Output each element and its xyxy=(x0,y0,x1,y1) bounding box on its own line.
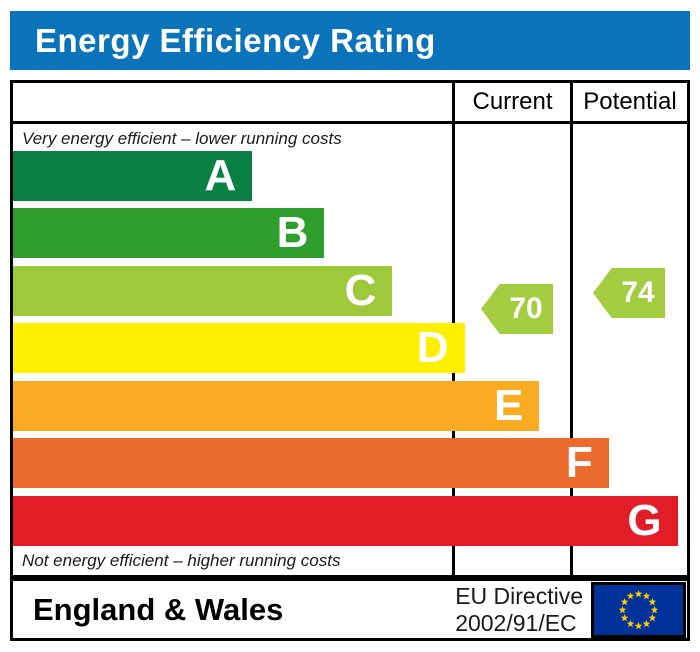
potential-rating-arrow: 74 xyxy=(593,268,665,318)
eu-directive-line2: 2002/91/EC xyxy=(455,609,577,636)
potential-rating-value: 74 xyxy=(621,276,655,309)
title-bar: Energy Efficiency Rating xyxy=(10,11,690,70)
band-a: A xyxy=(13,151,253,201)
current-rating-value: 70 xyxy=(509,292,543,325)
eu-flag-icon xyxy=(591,581,686,638)
band-f-label: F xyxy=(565,438,593,487)
column-header-potential: Potential xyxy=(583,88,677,115)
band-f: F xyxy=(13,438,609,488)
eu-directive-label: EU Directive 2002/91/EC xyxy=(455,583,591,636)
header-divider xyxy=(13,121,687,124)
band-a-label: A xyxy=(204,151,237,200)
column-divider-potential xyxy=(570,83,573,575)
band-c-label: C xyxy=(344,266,377,315)
band-b: B xyxy=(13,208,325,258)
band-e-label: E xyxy=(494,381,524,430)
band-e: E xyxy=(13,381,540,431)
band-g-label: G xyxy=(627,496,662,545)
footer-bar: England & Wales EU Directive 2002/91/EC xyxy=(10,578,690,641)
column-header-current: Current xyxy=(472,88,553,115)
band-b-label: B xyxy=(276,208,309,257)
band-c: C xyxy=(13,266,393,316)
region-label: England & Wales xyxy=(33,591,284,627)
note-very-efficient: Very energy efficient – lower running co… xyxy=(22,129,342,148)
band-d: D xyxy=(13,323,465,373)
page-title: Energy Efficiency Rating xyxy=(35,21,436,59)
band-d-label: D xyxy=(416,323,449,372)
eu-directive-line1: EU Directive xyxy=(455,583,583,610)
current-rating-arrow: 70 xyxy=(481,284,553,334)
energy-rating-table: Current Potential Very energy efficient … xyxy=(10,80,690,578)
band-g: G xyxy=(13,496,678,546)
note-not-efficient: Not energy efficient – higher running co… xyxy=(22,551,341,570)
